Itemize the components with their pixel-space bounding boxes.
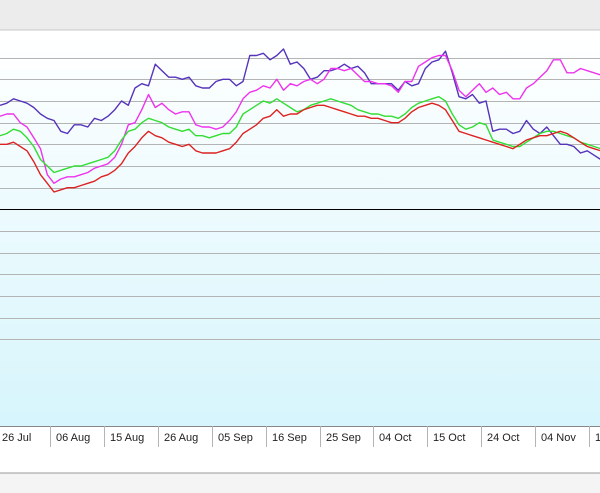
x-tick-label: 26 Aug (164, 432, 198, 444)
x-tick-label: 25 Sep (326, 432, 361, 444)
x-tick-label: 15 Oct (433, 432, 465, 444)
top-toolbar-strip (0, 0, 600, 30)
x-tick-label: 04 Nov (541, 432, 576, 444)
series-line-2 (0, 54, 600, 185)
x-tick-label: 16 Sep (272, 432, 307, 444)
x-tick-label: 26 Jul (2, 432, 31, 444)
series-line-3 (0, 95, 600, 174)
bottom-strip (0, 473, 600, 493)
x-tick-label: 05 Sep (218, 432, 253, 444)
x-tick-label: 06 Aug (56, 432, 90, 444)
x-tick-label: 24 Oct (487, 432, 519, 444)
x-tick-label: 15 Aug (110, 432, 144, 444)
series-line-1 (0, 48, 600, 160)
x-tick-label: 04 Oct (379, 432, 411, 444)
series-line-4 (0, 102, 600, 193)
x-tick-label: 1 (595, 432, 600, 444)
